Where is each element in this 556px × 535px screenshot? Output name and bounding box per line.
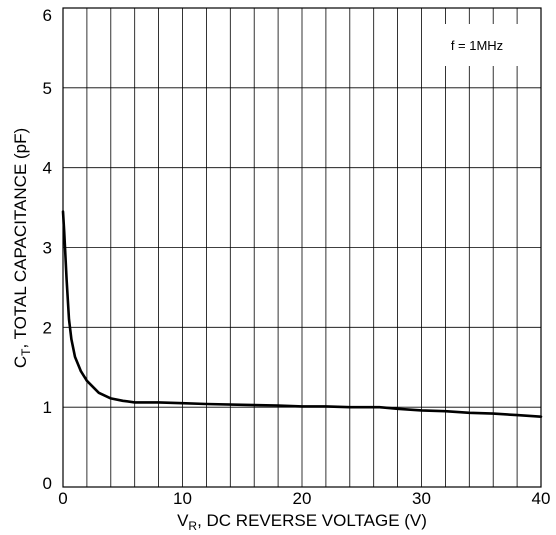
- annotation-box: f = 1MHz: [436, 24, 518, 66]
- x-axis-title-main: V: [177, 511, 189, 530]
- y-axis-title-subscript: T: [19, 348, 33, 356]
- x-tick-label: 10: [173, 489, 192, 508]
- x-tick-label: 30: [412, 489, 431, 508]
- plot-frame: [62, 7, 542, 488]
- x-tick-label: 20: [293, 489, 312, 508]
- capacitance-curve: [61, 210, 543, 419]
- x-axis-title-subscript: R: [188, 519, 197, 533]
- x-axis-title: VR, DC REVERSE VOLTAGE (V): [177, 511, 427, 533]
- y-tick-label: 6: [43, 6, 52, 25]
- y-tick-label: 3: [43, 239, 52, 258]
- y-tick-label: 1: [43, 398, 52, 417]
- y-tick-label: 0: [43, 474, 52, 493]
- grid: [62, 7, 542, 488]
- y-axis-title-rest: , TOTAL CAPACITANCE (pF): [11, 128, 30, 349]
- y-tick-label: 4: [43, 159, 52, 178]
- y-axis-title: CT, TOTAL CAPACITANCE (pF): [11, 128, 33, 368]
- x-tick-label: 40: [532, 489, 551, 508]
- y-tick-label: 2: [43, 318, 52, 337]
- tick-labels: 0 10 20 30 40 0 1 2 3 4 5 6: [43, 6, 551, 508]
- x-tick-label: 0: [58, 489, 67, 508]
- series-layer: [61, 210, 543, 419]
- plot-border: [62, 7, 542, 488]
- frequency-annotation: f = 1MHz: [451, 38, 503, 53]
- y-axis-title-main: C: [11, 356, 30, 368]
- x-axis-title-rest: , DC REVERSE VOLTAGE (V): [197, 511, 427, 530]
- y-tick-label: 5: [43, 79, 52, 98]
